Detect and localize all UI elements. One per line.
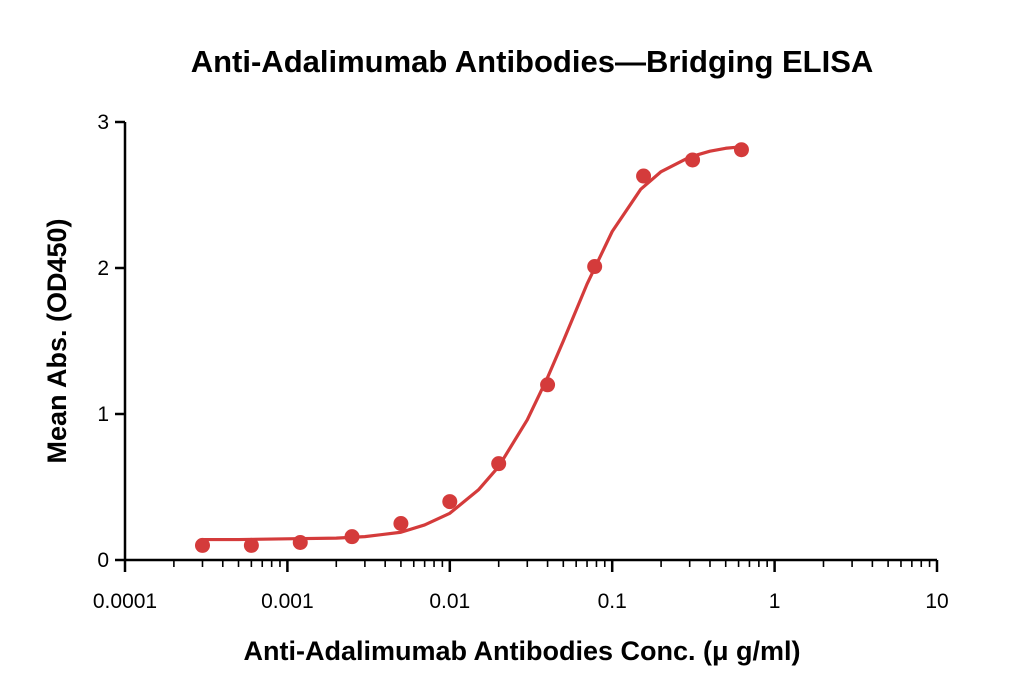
data-point (344, 529, 360, 545)
data-point (292, 534, 308, 550)
y-tick-label: 1 (97, 403, 109, 426)
x-tick-label: 0.0001 (93, 590, 157, 613)
x-tick-label: 0.01 (429, 590, 470, 613)
data-point (733, 142, 749, 158)
axes: 0 1 2 3 0.0001 0.001 0.01 0.1 1 10 (93, 111, 949, 613)
data-point (540, 377, 556, 393)
chart-title: Anti-Adalimumab Antibodies—Bridging ELIS… (191, 44, 874, 79)
x-tick-label: 0.1 (598, 590, 627, 613)
data-point (243, 537, 259, 553)
fit-curve-layer (200, 145, 744, 542)
y-axis-label: Mean Abs. (OD450) (42, 218, 72, 463)
y-tick-label: 2 (97, 257, 109, 280)
data-point (636, 168, 652, 184)
data-point (587, 259, 603, 275)
fit-curve (200, 145, 744, 542)
x-tick-label: 10 (925, 590, 948, 613)
x-tick-label: 1 (769, 590, 781, 613)
data-point (442, 494, 458, 510)
y-tick-label: 0 (97, 549, 109, 572)
data-point (194, 537, 210, 553)
x-axis-label: Anti-Adalimumab Antibodies Conc. (μ g/ml… (243, 636, 800, 666)
x-tick-label: 0.001 (261, 590, 314, 613)
data-point (491, 456, 507, 472)
data-points (194, 142, 749, 553)
y-tick-label: 3 (97, 111, 109, 134)
data-point (393, 516, 409, 531)
data-point (685, 152, 701, 168)
